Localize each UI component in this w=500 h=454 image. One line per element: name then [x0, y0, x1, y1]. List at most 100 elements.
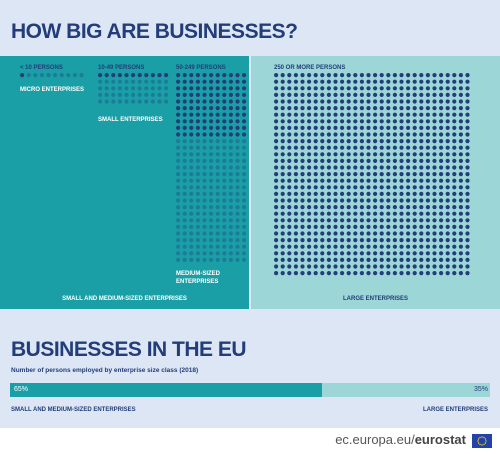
large-dot [458, 152, 463, 157]
large-dot [419, 145, 424, 150]
medium-dot [242, 73, 247, 78]
medium-dot [228, 119, 233, 124]
medium-dot [195, 79, 200, 84]
small-dot [137, 99, 142, 104]
large-dot [445, 112, 450, 117]
medium-dot [215, 205, 220, 210]
eu-flag-star [477, 440, 479, 442]
large-dot [340, 251, 345, 256]
large-dot [313, 158, 318, 163]
large-dot [392, 125, 397, 130]
medium-dot [242, 178, 247, 183]
medium-dot [222, 73, 227, 78]
large-dot [280, 139, 285, 144]
large-dot [425, 73, 430, 78]
medium-dot [242, 132, 247, 137]
large-dot [392, 251, 397, 256]
large-dot [353, 112, 358, 117]
large-dot [465, 165, 470, 170]
source-prefix: ec.europa.eu/ [335, 432, 415, 447]
large-dot [346, 158, 351, 163]
large-dot [287, 132, 292, 137]
eu-flag-star [481, 436, 483, 438]
large-dot [366, 106, 371, 111]
large-dot [425, 198, 430, 203]
large-dot [346, 205, 351, 210]
medium-dot [235, 191, 240, 196]
large-dot [412, 92, 417, 97]
large-dot [425, 139, 430, 144]
large-dot [280, 224, 285, 229]
medium-dot [215, 119, 220, 124]
large-dot [379, 86, 384, 91]
large-dot [373, 231, 378, 236]
micro-dot [33, 73, 38, 78]
large-dot [406, 152, 411, 157]
medium-dot [215, 158, 220, 163]
large-dot [353, 257, 358, 262]
large-dot [300, 79, 305, 84]
large-dot [419, 172, 424, 177]
medium-dot [189, 125, 194, 130]
medium-dot [202, 73, 207, 78]
medium-dot [189, 211, 194, 216]
small-dot [124, 92, 129, 97]
large-dot [452, 132, 457, 137]
large-dot [465, 198, 470, 203]
large-dot [432, 73, 437, 78]
large-dot [412, 132, 417, 137]
large-dot [280, 231, 285, 236]
large-dot [425, 231, 430, 236]
large-dot [307, 165, 312, 170]
large-dot [307, 92, 312, 97]
large-dot [379, 158, 384, 163]
large-dot [300, 158, 305, 163]
medium-dot [209, 251, 214, 256]
large-dot [346, 264, 351, 269]
large-dot [274, 238, 279, 243]
large-dot [346, 185, 351, 190]
large-dot [465, 271, 470, 276]
large-dot [439, 218, 444, 223]
large-dot [280, 112, 285, 117]
large-dot [300, 86, 305, 91]
medium-dot [222, 86, 227, 91]
source-link[interactable]: ec.europa.eu/eurostat [335, 432, 466, 447]
large-dot [465, 152, 470, 157]
large-dot [432, 185, 437, 190]
large-dot [333, 132, 338, 137]
large-dot [313, 119, 318, 124]
large-dot [412, 257, 417, 262]
large-dot [274, 185, 279, 190]
large-dot [432, 244, 437, 249]
medium-dot [242, 106, 247, 111]
large-dot [287, 205, 292, 210]
eu-flag-star [477, 438, 480, 440]
large-dot [465, 178, 470, 183]
large-dot [379, 271, 384, 276]
large-dot [320, 238, 325, 243]
large-dot [353, 139, 358, 144]
small-dot [124, 73, 129, 78]
large-dot [353, 152, 358, 157]
large-dot [346, 119, 351, 124]
large-dot [419, 211, 424, 216]
medium-dot [222, 125, 227, 130]
large-dot [293, 125, 298, 130]
large-dot [307, 198, 312, 203]
large-dot [425, 125, 430, 130]
small-dot [144, 79, 149, 84]
large-dot [432, 257, 437, 262]
large-dot [274, 264, 279, 269]
large-dot [313, 79, 318, 84]
medium-dot [209, 172, 214, 177]
large-dot [452, 165, 457, 170]
large-dot [353, 191, 358, 196]
medium-dot [209, 145, 214, 150]
large-dot [366, 145, 371, 150]
large-dot [274, 99, 279, 104]
large-dot [287, 231, 292, 236]
small-dot [144, 92, 149, 97]
large-dot [326, 73, 331, 78]
large-dot [445, 92, 450, 97]
